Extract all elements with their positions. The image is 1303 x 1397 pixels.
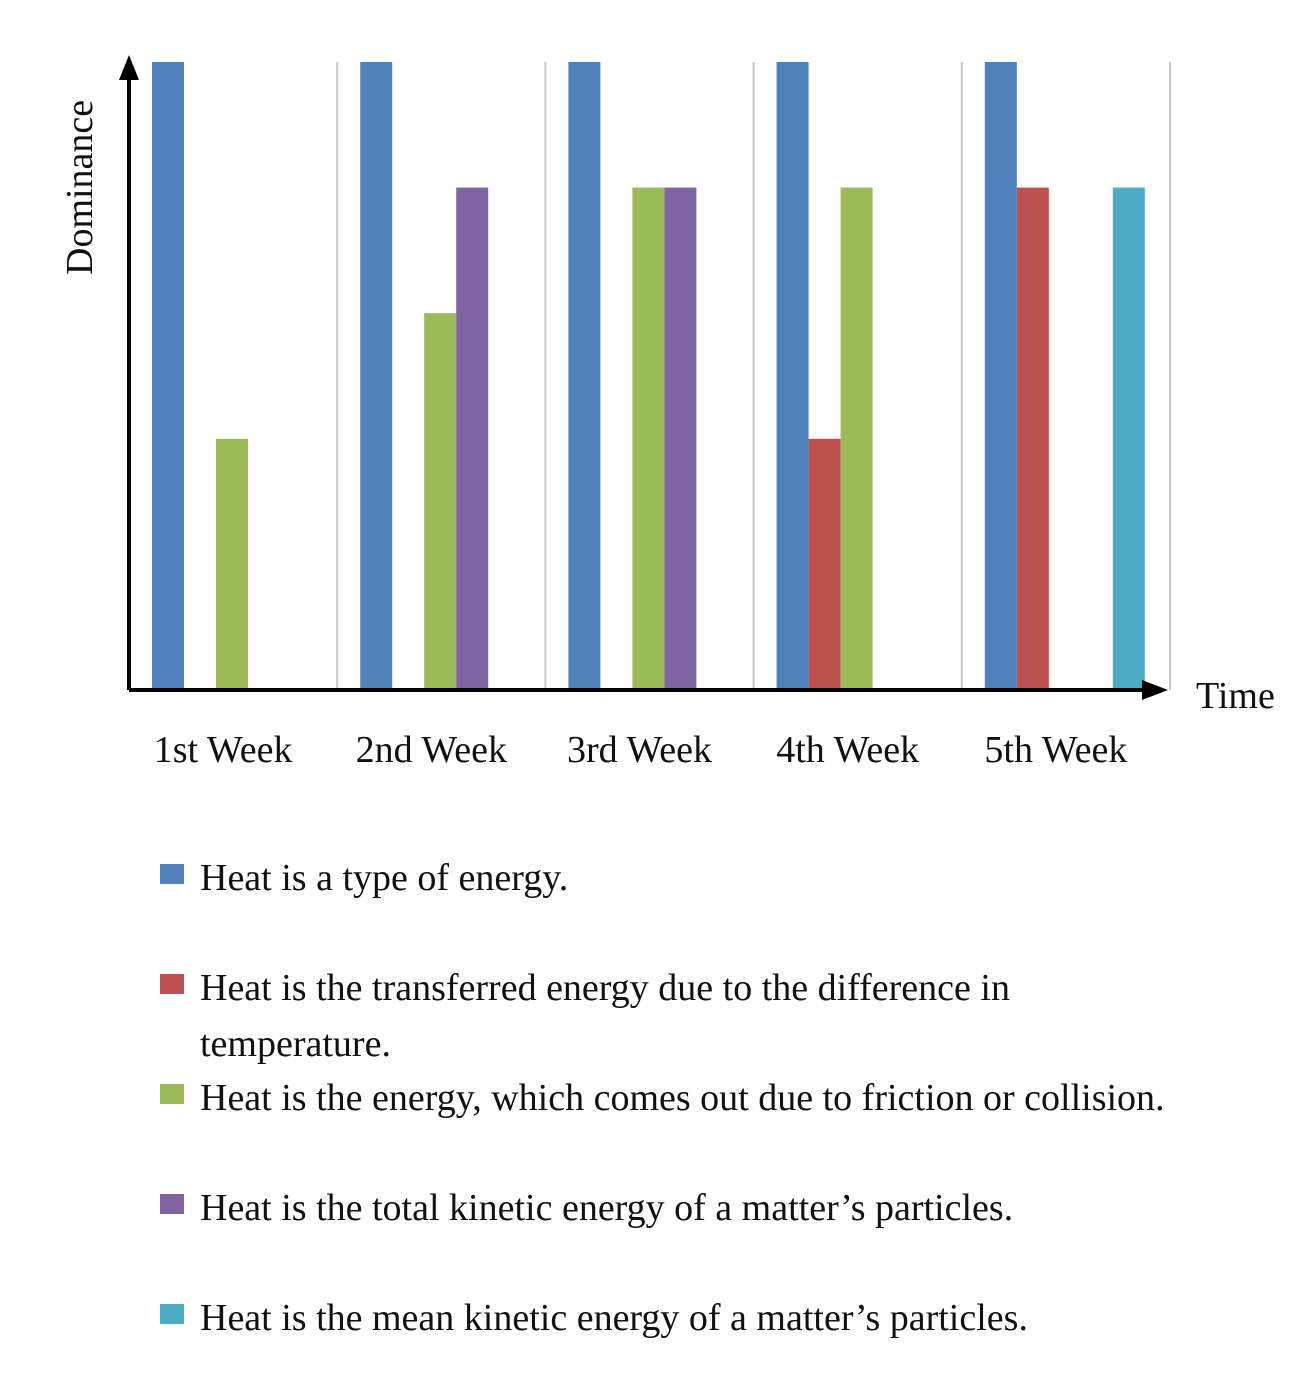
- legend-item: Heat is the energy, which comes out due …: [160, 1070, 1165, 1126]
- bar: [424, 313, 457, 690]
- y-axis-arrow: [119, 55, 139, 80]
- bar: [840, 187, 873, 690]
- legend-swatch: [160, 1304, 184, 1324]
- legend-item: Heat is the mean kinetic energy of a mat…: [160, 1290, 1028, 1346]
- legend-label: Heat is the energy, which comes out due …: [200, 1077, 1165, 1119]
- legend-label: Heat is a type of energy.: [200, 857, 569, 899]
- y-axis-label: Dominance: [59, 100, 101, 275]
- bar: [456, 187, 489, 690]
- bar: [568, 62, 601, 690]
- x-tick-label: 4th Week: [776, 729, 919, 771]
- bar: [984, 62, 1017, 690]
- x-axis-arrow: [1142, 680, 1168, 700]
- legend-item: Heat is the transferred energy due to th…: [160, 960, 1200, 1072]
- bar: [1016, 187, 1049, 690]
- x-tick-label: 2nd Week: [356, 729, 507, 771]
- legend-item: Heat is the total kinetic energy of a ma…: [160, 1180, 1013, 1236]
- bar: [632, 187, 665, 690]
- bar: [152, 62, 184, 690]
- legend-swatch: [160, 864, 184, 884]
- x-tick-label: 1st Week: [154, 729, 293, 771]
- bar: [216, 438, 248, 690]
- bar: [1112, 187, 1145, 690]
- legend-label: Heat is the mean kinetic energy of a mat…: [200, 1297, 1028, 1339]
- bar-chart: Dominance Time 1st Week 2nd Week 3rd Week 4…: [59, 55, 1275, 771]
- legend-swatch: [160, 1084, 184, 1104]
- bar: [664, 187, 697, 690]
- x-tick-label: 3rd Week: [567, 729, 712, 771]
- legend-item: Heat is a type of energy.: [160, 850, 568, 906]
- bar: [360, 62, 393, 690]
- legend-swatch: [160, 974, 184, 994]
- legend-label: Heat is the total kinetic energy of a ma…: [200, 1187, 1014, 1229]
- legend-swatch: [160, 1194, 184, 1214]
- bar: [776, 62, 809, 690]
- bar: [808, 438, 841, 690]
- x-tick-label: 5th Week: [984, 729, 1127, 771]
- legend-label: Heat is the transferred energy due to th…: [200, 967, 1010, 1065]
- x-axis-label: Time: [1196, 675, 1275, 717]
